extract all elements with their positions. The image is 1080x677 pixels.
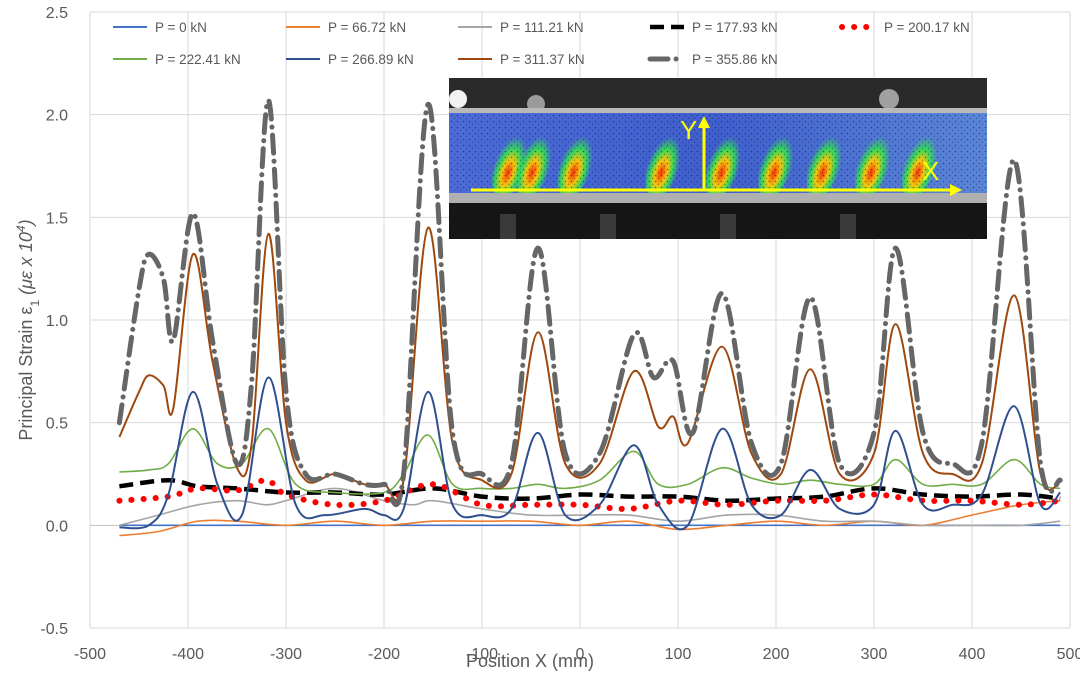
series-layer: [116, 97, 1064, 537]
legend-label-4: P = 200.17 kN: [884, 20, 970, 35]
y-tick-label-5: 2.0: [46, 108, 68, 125]
legend-label-8: P = 355.86 kN: [692, 52, 778, 67]
y-tick-label-3: 1.0: [46, 313, 68, 330]
y-tick-label-6: 2.5: [46, 5, 68, 22]
legend: P = 0 kN P = 66.72 kN P = 111.21 kN P = 177…: [113, 20, 970, 67]
series-line-8: [116, 97, 1063, 507]
legend-label-3: P = 177.93 kN: [692, 20, 778, 35]
inset-x-label: X: [922, 156, 939, 186]
x-tick-label-2: -300: [270, 646, 302, 663]
x-tick-label-10: 500: [1057, 646, 1080, 663]
x-tick-label-7: 200: [763, 646, 790, 663]
x-tick-label-3: -200: [368, 646, 400, 663]
x-tick-label-9: 400: [959, 646, 986, 663]
x-tick-label-8: 300: [861, 646, 888, 663]
x-tick-label-6: 100: [665, 646, 692, 663]
legend-label-7: P = 311.37 kN: [500, 52, 585, 67]
series-line-4: [116, 477, 1064, 512]
series-line-7: [118, 226, 1062, 501]
legend-label-5: P = 222.41 kN: [155, 52, 241, 67]
series-line-1: [119, 499, 1061, 537]
y-axis-title: Principal Strain ε1 (με x 104): [14, 219, 42, 440]
series-line-6: [119, 376, 1061, 531]
y-tick-label-2: 0.5: [46, 416, 68, 433]
x-tick-label-4: -100: [466, 646, 498, 663]
x-axis-title: Position X (mm): [466, 651, 594, 671]
tick-labels: -500 -400 -300 -200 -100 0 100 200 300 400 500 -0.5…: [40, 5, 1080, 663]
series-line-3: [119, 477, 1061, 503]
y-tick-label-0: -0.5: [40, 621, 68, 638]
legend-label-2: P = 111.21 kN: [500, 20, 584, 35]
x-tick-label-5: 0: [576, 646, 585, 663]
legend-label-6: P = 266.89 kN: [328, 52, 414, 67]
x-tick-label-0: -500: [74, 646, 106, 663]
legend-label-1: P = 66.72 kN: [328, 20, 406, 35]
legend-label-0: P = 0 kN: [155, 20, 207, 35]
inset-y-label: Y: [680, 115, 697, 145]
y-tick-label-1: 0.0: [46, 518, 68, 535]
dic-inset-image: Y X: [449, 78, 987, 239]
x-tick-label-1: -400: [172, 646, 204, 663]
y-tick-label-4: 1.5: [46, 210, 68, 227]
series-line-2: [119, 487, 1061, 527]
